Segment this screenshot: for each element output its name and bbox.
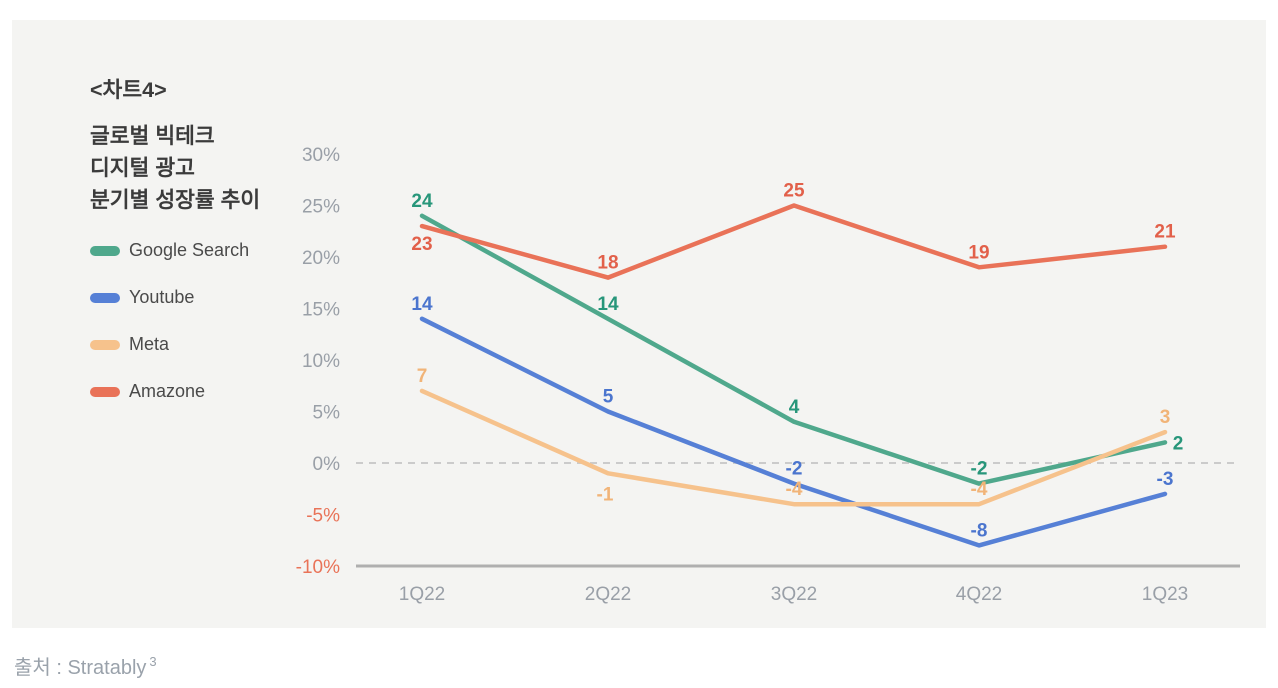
series-line-amazone: [419, 203, 1168, 280]
data-label-amazone: 23: [411, 234, 432, 255]
data-label-meta: 3: [1160, 407, 1171, 428]
source-label: 출처 : Stratably: [14, 657, 147, 679]
y-tick-label: 0%: [313, 454, 341, 475]
legend-item-amazone: Amazone: [90, 368, 249, 415]
data-label-meta: -4: [786, 479, 803, 500]
x-tick-label: 1Q23: [1142, 584, 1188, 605]
data-label-youtube: 14: [411, 294, 433, 315]
legend-swatch-amazone: [90, 386, 120, 397]
legend-item-meta: Meta: [90, 321, 249, 368]
y-tick-label: -10%: [296, 557, 340, 578]
chart-title-line: 글로벌 빅테크: [90, 124, 215, 148]
data-label-amazone: 21: [1154, 222, 1176, 243]
legend-swatch-youtube: [90, 292, 120, 303]
source-caption: 출처 : Stratably 3: [14, 651, 157, 680]
y-tick-label: 10%: [302, 351, 340, 372]
x-tick-label: 4Q22: [956, 584, 1002, 605]
data-label-meta: -1: [597, 484, 614, 505]
data-label-google-search: 24: [411, 191, 433, 212]
data-label-youtube: -8: [971, 520, 988, 541]
legend-label: Amazone: [129, 381, 206, 401]
x-tick-label: 3Q22: [771, 584, 817, 605]
legend: Google Search Youtube Meta Amazone: [90, 227, 249, 415]
data-label-youtube: -2: [786, 459, 803, 480]
series-line-google-search: [419, 213, 1168, 486]
chart-card: <차트4> 글로벌 빅테크 디지털 광고 분기별 성장률 추이 Google S…: [12, 20, 1266, 628]
data-label-google-search: 2: [1173, 433, 1184, 454]
legend-label: Meta: [129, 334, 170, 354]
legend-swatch-google-search: [90, 245, 120, 256]
data-label-google-search: 14: [597, 294, 619, 315]
legend-item-google-search: Google Search: [90, 227, 249, 274]
y-tick-label: 30%: [302, 145, 340, 166]
x-tick-label: 1Q22: [399, 584, 445, 605]
source-superscript: 3: [149, 654, 157, 670]
line-chart: 30% 25% 20% 15% 10% 5% 0% -5% -10% 1Q22 2Q22 3Q22 4Q…: [296, 145, 1240, 605]
series-line-youtube: [419, 316, 1168, 548]
y-tick-label: 15%: [302, 300, 340, 321]
chart-title-line: 디지털 광고: [90, 156, 195, 180]
y-tick-label: 5%: [313, 403, 341, 424]
data-label-google-search: 4: [789, 397, 800, 418]
chart-heading: <차트4> 글로벌 빅테크 디지털 광고 분기별 성장률 추이: [90, 73, 260, 216]
series-line-meta: [419, 388, 1168, 507]
data-label-meta: 7: [417, 366, 428, 387]
data-label-youtube: 5: [603, 387, 614, 408]
data-label-amazone: 25: [783, 181, 805, 202]
chart-title-line: 분기별 성장률 추이: [90, 188, 261, 212]
data-label-amazone: 18: [597, 253, 618, 274]
legend-label: Youtube: [129, 287, 195, 307]
legend-swatch-meta: [90, 339, 120, 350]
y-tick-label: 20%: [302, 248, 340, 269]
y-tick-label: 25%: [302, 197, 340, 218]
legend-item-youtube: Youtube: [90, 274, 249, 321]
data-label-youtube: -3: [1157, 469, 1174, 490]
legend-label: Google Search: [129, 240, 250, 260]
data-label-google-search: -2: [971, 459, 988, 480]
chart-tag: <차트4>: [90, 78, 167, 102]
x-tick-label: 2Q22: [585, 584, 631, 605]
y-tick-label: -5%: [306, 506, 340, 527]
data-label-meta: -4: [971, 479, 988, 500]
data-label-amazone: 19: [968, 242, 989, 263]
